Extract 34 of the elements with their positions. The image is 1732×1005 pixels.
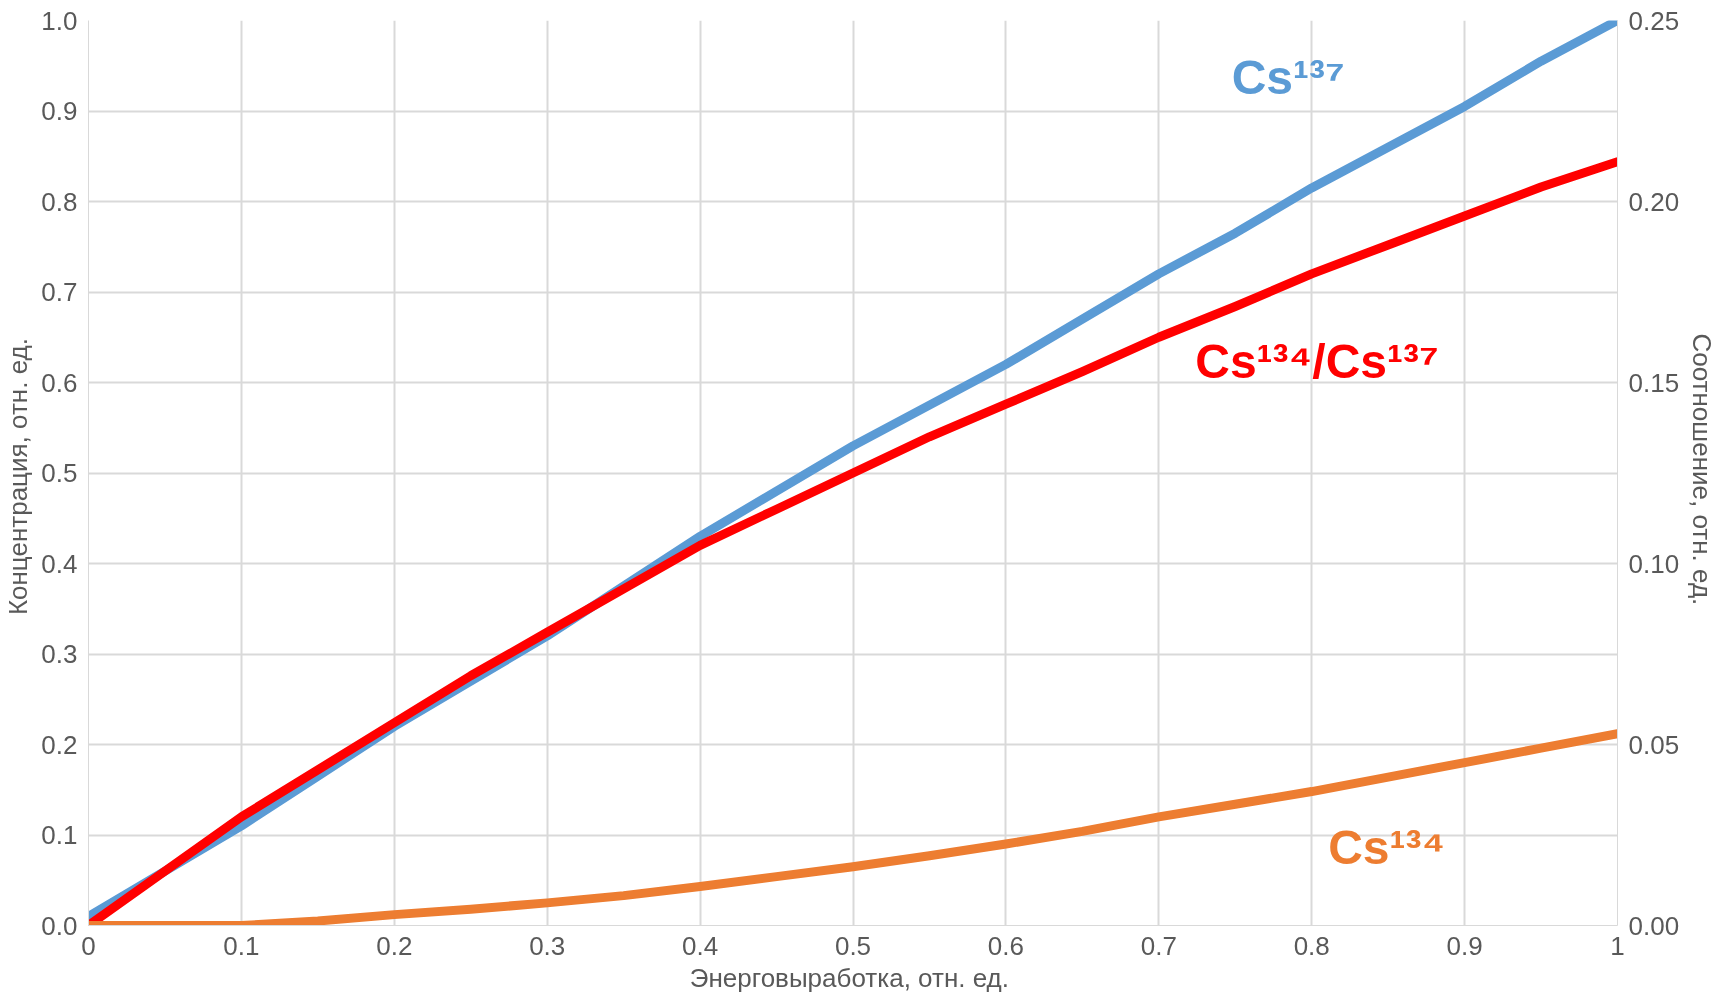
x-tick-label: 0.9 [1446, 930, 1483, 961]
y-axis-title: Концентрация, отн. ед. [3, 338, 34, 616]
y-tick-label: 0.0 [41, 910, 78, 941]
y-tick-label: 1.0 [41, 5, 78, 36]
y2-tick-label: 0.05 [1628, 729, 1680, 760]
y-tick-label: 0.7 [41, 277, 78, 307]
y-tick-label: 0.3 [41, 639, 78, 669]
y-tick-label: 0.6 [41, 367, 78, 398]
x-tick-label: 0 [81, 930, 96, 961]
y2-tick-label: 0.20 [1628, 186, 1680, 217]
x-tick-label: 0.7 [1140, 930, 1177, 961]
series-label: Cs¹³⁷ [1231, 51, 1345, 105]
y2-tick-label: 0.25 [1628, 5, 1680, 36]
y2-tick-label: 0.15 [1628, 367, 1680, 398]
x-tick-label: 0.3 [529, 930, 566, 961]
x-tick-label: 0.1 [223, 930, 260, 961]
y2-tick-label: 0.10 [1628, 548, 1680, 579]
y-tick-label: 0.1 [41, 820, 78, 850]
y-tick-label: 0.4 [41, 548, 78, 579]
x-tick-label: 0.2 [376, 930, 413, 961]
y2-tick-label: 0.00 [1628, 910, 1680, 941]
x-tick-label: 0.5 [834, 930, 872, 961]
y-tick-label: 0.8 [41, 186, 78, 217]
series-label: Cs¹³⁴/Cs¹³⁷ [1195, 334, 1439, 388]
y-tick-label: 0.9 [41, 96, 78, 126]
x-tick-label: 0.8 [1293, 930, 1330, 961]
y-tick-label: 0.5 [41, 458, 78, 488]
series-label: Cs¹³⁴ [1328, 820, 1446, 874]
x-axis-title: Энерговыработка, отн. ед. [689, 962, 1009, 993]
x-tick-label: 0.6 [987, 930, 1024, 961]
x-tick-label: 0.4 [682, 930, 719, 961]
x-tick-label: 1 [1610, 930, 1625, 961]
y-tick-label: 0.2 [41, 729, 78, 760]
y2-axis-title: Соотношение, отн. ед. [1687, 333, 1718, 606]
